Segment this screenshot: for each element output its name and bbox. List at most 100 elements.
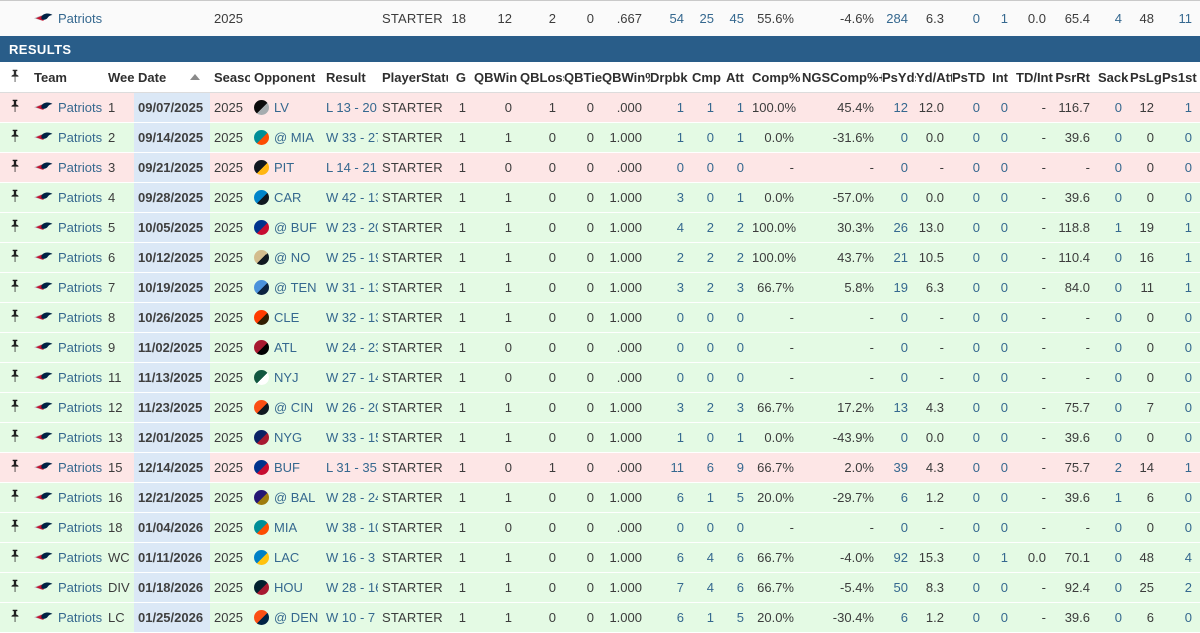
col-header-qbtie[interactable]: QBTie bbox=[564, 62, 602, 93]
team-link[interactable]: Patriots bbox=[30, 422, 104, 453]
pin-icon[interactable] bbox=[0, 242, 30, 273]
pin-icon[interactable] bbox=[0, 92, 30, 123]
col-header-season[interactable]: Season bbox=[210, 62, 250, 93]
col-header-comppct[interactable]: Comp% bbox=[752, 62, 802, 93]
col-header-int[interactable]: Int bbox=[988, 62, 1016, 93]
pin-column-header-icon[interactable] bbox=[0, 62, 30, 93]
col-header-team[interactable]: Team bbox=[30, 62, 104, 93]
col-header-week[interactable]: Week bbox=[104, 62, 134, 93]
team-link[interactable]: Patriots bbox=[30, 542, 104, 573]
team-link[interactable]: Patriots bbox=[30, 452, 104, 483]
opponent-link[interactable]: @ CIN bbox=[250, 392, 322, 423]
result-link[interactable]: W 28 - 16 bbox=[322, 572, 378, 603]
opponent-link[interactable]: PIT bbox=[250, 152, 322, 183]
pin-icon[interactable] bbox=[0, 512, 30, 543]
col-header-drpbk[interactable]: Drpbk bbox=[650, 62, 692, 93]
opponent-link[interactable]: @ MIA bbox=[250, 122, 322, 153]
pin-icon[interactable] bbox=[0, 362, 30, 393]
opponent-link[interactable]: LAC bbox=[250, 542, 322, 573]
result-link[interactable]: W 10 - 7 bbox=[322, 602, 378, 633]
col-header-ydatt[interactable]: Yd/Att bbox=[916, 62, 952, 93]
result-link[interactable]: W 24 - 23 bbox=[322, 332, 378, 363]
team-link[interactable]: Patriots bbox=[30, 332, 104, 363]
result-link[interactable]: W 16 - 3 bbox=[322, 542, 378, 573]
col-header-opp[interactable]: Opponent bbox=[250, 62, 322, 93]
pin-icon[interactable] bbox=[0, 452, 30, 483]
opponent-link[interactable]: LV bbox=[250, 92, 322, 123]
pin-icon[interactable] bbox=[0, 182, 30, 213]
col-header-ngs[interactable]: NGSComp%+/- bbox=[802, 62, 882, 93]
team-link[interactable]: Patriots bbox=[30, 482, 104, 513]
col-header-g[interactable]: G bbox=[448, 62, 474, 93]
pin-icon[interactable] bbox=[0, 272, 30, 303]
pin-icon[interactable] bbox=[0, 122, 30, 153]
result-link[interactable]: W 28 - 24 bbox=[322, 482, 378, 513]
pin-icon[interactable] bbox=[0, 422, 30, 453]
team-link[interactable]: Patriots bbox=[30, 122, 104, 153]
result-link[interactable]: W 25 - 19 bbox=[322, 242, 378, 273]
col-header-result[interactable]: Result bbox=[322, 62, 378, 93]
team-link[interactable]: Patriots bbox=[30, 242, 104, 273]
team-link[interactable]: Patriots bbox=[30, 92, 104, 123]
result-link[interactable]: L 31 - 35 bbox=[322, 452, 378, 483]
result-link[interactable]: W 33 - 27 bbox=[322, 122, 378, 153]
col-header-status[interactable]: PlayerStatus bbox=[378, 62, 448, 93]
col-header-att[interactable]: Att bbox=[722, 62, 752, 93]
opponent-link[interactable]: CAR bbox=[250, 182, 322, 213]
team-link[interactable]: Patriots bbox=[30, 392, 104, 423]
result-link[interactable]: L 14 - 21 bbox=[322, 152, 378, 183]
team-link[interactable]: Patriots bbox=[30, 302, 104, 333]
pin-icon[interactable] bbox=[0, 152, 30, 183]
col-header-tdint[interactable]: TD/Int bbox=[1016, 62, 1054, 93]
result-link[interactable]: W 38 - 10 bbox=[322, 512, 378, 543]
pin-icon[interactable] bbox=[0, 542, 30, 573]
team-link[interactable]: Patriots bbox=[30, 1, 104, 37]
col-header-qbwin[interactable]: QBWin bbox=[474, 62, 520, 93]
team-link[interactable]: Patriots bbox=[30, 602, 104, 633]
col-header-cmp[interactable]: Cmp bbox=[692, 62, 722, 93]
pin-icon[interactable] bbox=[0, 602, 30, 633]
team-link[interactable]: Patriots bbox=[30, 272, 104, 303]
result-link[interactable]: W 33 - 15 bbox=[322, 422, 378, 453]
pin-icon[interactable] bbox=[0, 332, 30, 363]
opponent-link[interactable]: HOU bbox=[250, 572, 322, 603]
col-header-date[interactable]: Date bbox=[134, 62, 210, 93]
col-header-pstd[interactable]: PsTD bbox=[952, 62, 988, 93]
opponent-link[interactable]: CLE bbox=[250, 302, 322, 333]
result-link[interactable]: W 42 - 13 bbox=[322, 182, 378, 213]
opponent-link[interactable]: NYG bbox=[250, 422, 322, 453]
col-header-psyds[interactable]: PsYds bbox=[882, 62, 916, 93]
opponent-link[interactable]: BUF bbox=[250, 452, 322, 483]
pin-icon[interactable] bbox=[0, 572, 30, 603]
result-link[interactable]: W 32 - 13 bbox=[322, 302, 378, 333]
opponent-link[interactable]: @ NO bbox=[250, 242, 322, 273]
pin-icon[interactable] bbox=[0, 302, 30, 333]
result-link[interactable]: W 27 - 14 bbox=[322, 362, 378, 393]
col-header-psrrt[interactable]: PsrRt bbox=[1054, 62, 1098, 93]
opponent-link[interactable]: NYJ bbox=[250, 362, 322, 393]
team-link[interactable]: Patriots bbox=[30, 362, 104, 393]
result-link[interactable]: W 26 - 20 bbox=[322, 392, 378, 423]
team-link[interactable]: Patriots bbox=[30, 182, 104, 213]
col-header-pslg[interactable]: PsLg bbox=[1130, 62, 1162, 93]
result-link[interactable]: L 13 - 20 bbox=[322, 92, 378, 123]
result-link[interactable]: W 31 - 13 bbox=[322, 272, 378, 303]
team-link[interactable]: Patriots bbox=[30, 212, 104, 243]
pin-icon[interactable] bbox=[0, 212, 30, 243]
opponent-link[interactable]: @ BAL bbox=[250, 482, 322, 513]
pin-icon[interactable] bbox=[0, 392, 30, 423]
opponent-link[interactable]: @ DEN bbox=[250, 602, 322, 633]
opponent-link[interactable]: @ TEN bbox=[250, 272, 322, 303]
col-header-qbloss[interactable]: QBLoss bbox=[520, 62, 564, 93]
col-header-sack[interactable]: Sack bbox=[1098, 62, 1130, 93]
col-header-ps1st[interactable]: Ps1st bbox=[1162, 62, 1200, 93]
opponent-link[interactable]: MIA bbox=[250, 512, 322, 543]
pin-icon[interactable] bbox=[0, 482, 30, 513]
result-link[interactable]: W 23 - 20 bbox=[322, 212, 378, 243]
team-link[interactable]: Patriots bbox=[30, 152, 104, 183]
opponent-link[interactable]: ATL bbox=[250, 332, 322, 363]
col-header-qbwinpct[interactable]: QBWin% bbox=[602, 62, 650, 93]
team-link[interactable]: Patriots bbox=[30, 572, 104, 603]
team-link[interactable]: Patriots bbox=[30, 512, 104, 543]
opponent-link[interactable]: @ BUF bbox=[250, 212, 322, 243]
